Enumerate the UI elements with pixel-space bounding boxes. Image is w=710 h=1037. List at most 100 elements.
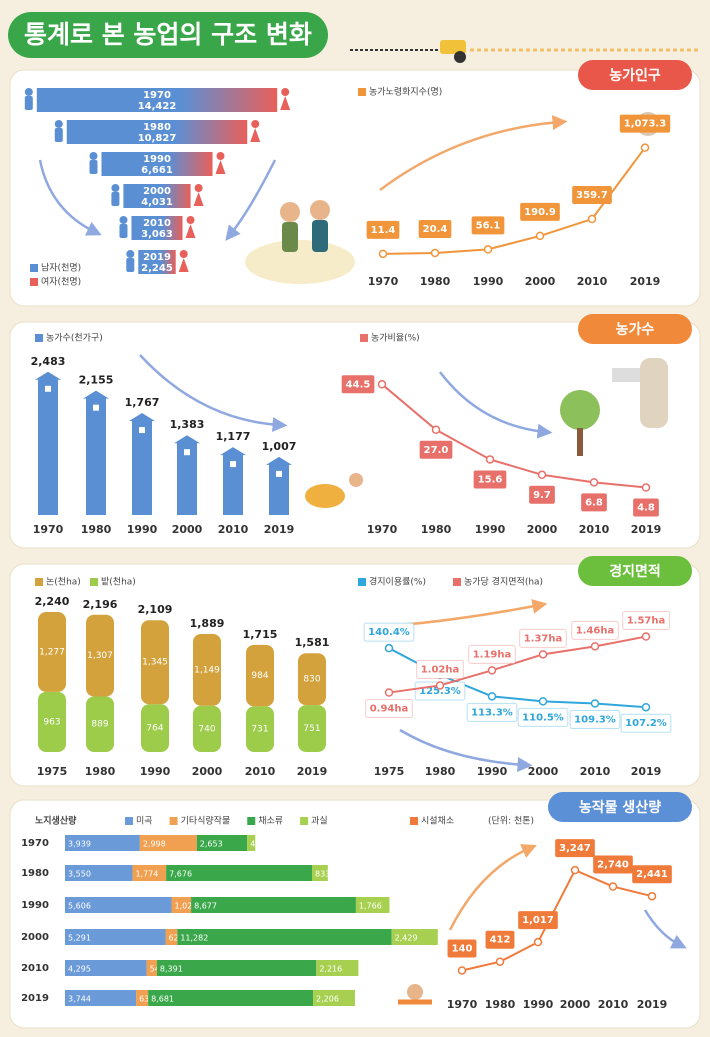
value-label: 1.37ha	[524, 633, 563, 644]
value-label: 963	[43, 717, 60, 727]
year-label: 1990	[475, 523, 506, 536]
year-label: 2010	[580, 765, 611, 778]
label-box	[569, 709, 621, 729]
year-label: 2000	[560, 998, 591, 1011]
legend-label: 과실	[311, 816, 328, 827]
year-label: 1970	[33, 523, 64, 536]
point	[377, 380, 387, 389]
bar-segment	[166, 865, 312, 881]
value-label: 2,441	[636, 869, 668, 880]
point	[431, 425, 441, 435]
year-label: 2010	[598, 998, 629, 1011]
value-label: 731	[251, 725, 268, 735]
label-box	[520, 202, 560, 221]
person	[119, 224, 128, 238]
tab	[578, 60, 692, 90]
value-label: 6,661	[141, 165, 173, 176]
legend-label: 경지이용률(%)	[369, 576, 426, 588]
bar-segment	[139, 835, 197, 851]
label-box	[519, 628, 567, 648]
person	[178, 258, 189, 272]
bar	[138, 250, 176, 274]
value-label: 5,606	[68, 902, 91, 911]
legend-label: 미곡	[136, 816, 153, 827]
year-label: 2019	[143, 252, 171, 263]
year-label: 1980	[485, 998, 516, 1011]
value-label: 6.8	[585, 497, 603, 508]
person	[89, 160, 98, 174]
value-label: 1,149	[194, 665, 220, 675]
legend-swatch	[30, 278, 38, 286]
legend-swatch	[169, 817, 178, 825]
line	[461, 868, 653, 972]
label-box	[485, 930, 515, 949]
bar-segment	[313, 990, 355, 1006]
value-label: 423	[250, 840, 265, 849]
point	[533, 937, 543, 947]
bar-segment	[193, 633, 221, 706]
bar-segment	[141, 704, 169, 752]
point	[590, 642, 600, 651]
legend-swatch	[360, 334, 368, 342]
year-label: 2010	[579, 523, 610, 536]
chart-label: 노지생산량	[35, 815, 77, 827]
point	[430, 248, 440, 258]
year-label: 2000	[525, 275, 556, 288]
bar-segment	[298, 705, 326, 752]
value-label: 107.2%	[625, 718, 667, 729]
point	[641, 702, 651, 712]
value-label: 889	[91, 720, 108, 730]
charts: 남자(천명)여자(천명)197014,422198010,82719906,66…	[21, 86, 672, 1011]
person	[215, 160, 226, 174]
total-label: 2,196	[83, 598, 118, 611]
value-label: 1.02ha	[421, 664, 460, 675]
year-label: 2000	[143, 186, 171, 197]
panel-title: 농작물 생산량	[579, 799, 661, 816]
bar-segment	[355, 897, 390, 913]
legend-label: 농가비율(%)	[371, 333, 420, 344]
value-label: 8,391	[160, 965, 183, 974]
person	[89, 152, 98, 160]
year-label: 1990	[127, 523, 158, 536]
window	[230, 461, 236, 468]
bar-segment	[247, 835, 256, 851]
value-label: 621	[169, 934, 184, 943]
value-label: 20.4	[423, 224, 448, 235]
person	[24, 88, 33, 96]
label-box	[466, 702, 518, 722]
year-label: 1990	[140, 765, 171, 778]
person	[54, 120, 63, 128]
point	[537, 470, 547, 480]
person	[24, 96, 33, 110]
year-label: 2019	[631, 765, 662, 778]
bar-segment	[156, 960, 317, 976]
bar	[66, 120, 248, 144]
point	[384, 688, 394, 697]
value-label: 1,007	[262, 440, 297, 453]
year-label: 2019	[637, 998, 668, 1011]
bar-segment	[65, 990, 137, 1006]
value-label: 3,744	[68, 995, 91, 1004]
bar	[36, 88, 278, 112]
value-label: 110.5%	[522, 712, 564, 723]
value-label: 1,383	[170, 418, 205, 431]
value-label: 3,247	[559, 843, 591, 854]
year-label: 2000	[192, 765, 223, 778]
legend-swatch	[410, 817, 418, 825]
value-label: 2,653	[200, 840, 223, 849]
value-label: 1,774	[135, 870, 158, 879]
bar	[123, 184, 191, 208]
point	[378, 249, 388, 259]
point	[641, 632, 651, 641]
total-label: 2,240	[35, 595, 70, 608]
person	[186, 216, 195, 224]
legend-swatch	[35, 578, 43, 586]
label-box	[619, 114, 671, 133]
value-label: 1,017	[522, 915, 554, 926]
bar	[83, 390, 109, 515]
person	[251, 120, 260, 128]
year-label: 1970	[447, 998, 478, 1011]
total-label: 1,715	[243, 628, 278, 641]
bar	[131, 216, 183, 240]
value-label: 833	[315, 870, 330, 879]
